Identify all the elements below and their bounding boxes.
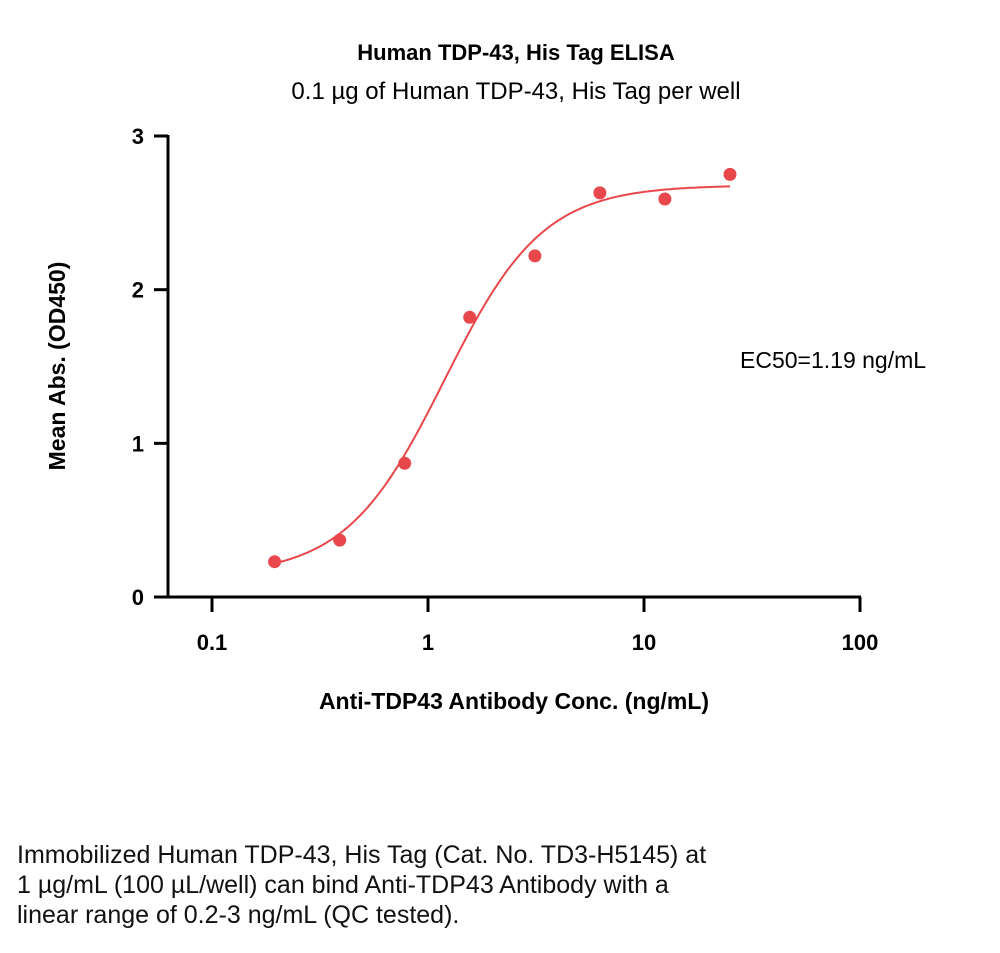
y-tick-label: 0 xyxy=(132,585,144,610)
data-point xyxy=(268,555,282,569)
axes: 0 1 2 3 0.1 1 10 100 xyxy=(132,124,879,655)
x-axis-title: Anti-TDP43 Antibody Conc. (ng/mL) xyxy=(319,688,709,714)
chart-title: Human TDP-43, His Tag ELISA xyxy=(357,40,675,65)
data-point xyxy=(528,249,542,263)
data-point xyxy=(463,310,477,324)
y-tick-label: 2 xyxy=(132,278,144,303)
data-point xyxy=(658,192,672,206)
caption-line-1: Immobilized Human TDP-43, His Tag (Cat. … xyxy=(17,841,707,869)
y-tick-label: 1 xyxy=(132,431,144,456)
figure-caption: Immobilized Human TDP-43, His Tag (Cat. … xyxy=(17,840,917,930)
data-points xyxy=(268,167,737,569)
data-point xyxy=(593,186,607,200)
x-tick-label: 1 xyxy=(422,630,434,655)
data-point xyxy=(333,533,347,547)
fit-curve-layer xyxy=(274,185,730,565)
x-tick-label: 10 xyxy=(632,630,656,655)
x-tick-label: 0.1 xyxy=(197,630,228,655)
fit-curve xyxy=(274,185,730,565)
y-tick-label: 3 xyxy=(132,124,144,149)
x-tick-label: 100 xyxy=(842,630,879,655)
y-axis-title: Mean Abs. (OD450) xyxy=(44,262,70,471)
chart-subtitle: 0.1 µg of Human TDP-43, His Tag per well xyxy=(291,78,740,105)
data-point xyxy=(398,456,412,470)
caption-line-2: 1 µg/mL (100 µL/well) can bind Anti-TDP4… xyxy=(17,871,669,899)
caption-line-3: linear range of 0.2-3 ng/mL (QC tested). xyxy=(17,901,460,929)
ec50-annotation: EC50=1.19 ng/mL xyxy=(740,347,926,373)
data-point xyxy=(723,167,737,181)
elisa-chart: Human TDP-43, His Tag ELISA 0.1 µg of Hu… xyxy=(44,40,926,714)
